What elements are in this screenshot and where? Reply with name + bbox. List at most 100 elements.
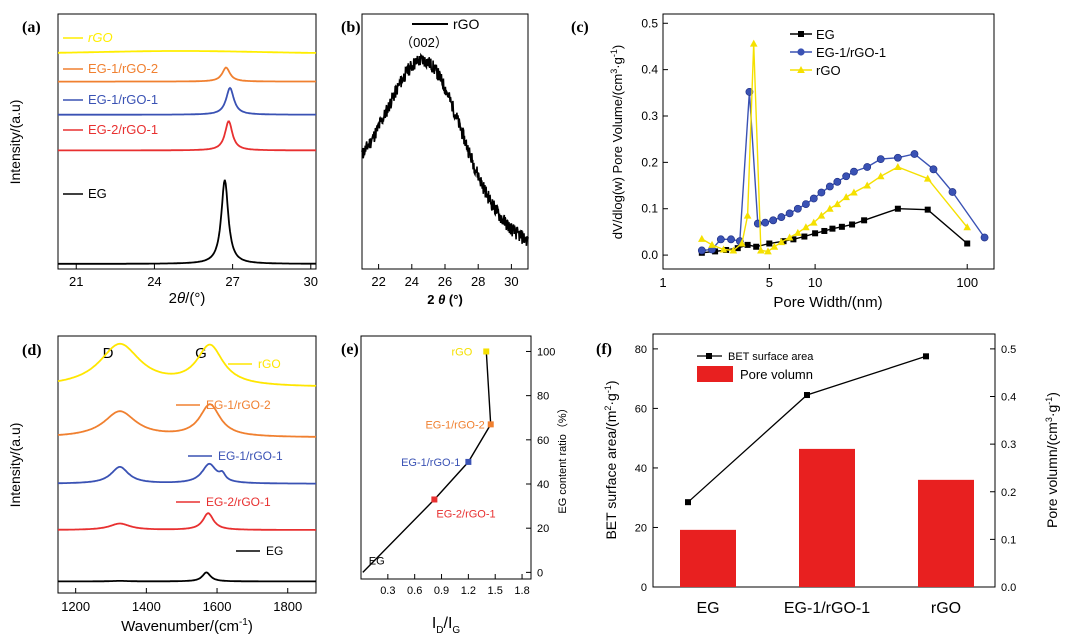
chart-f-ytick-right-label: 0.2 bbox=[1001, 487, 1016, 499]
chart-f-xtick-label: EG bbox=[696, 600, 719, 617]
chart-c-point-rgo bbox=[826, 204, 834, 212]
chart-c-point-rgo bbox=[923, 174, 932, 182]
panel-label-a: (a) bbox=[22, 19, 41, 36]
chart-c-point-rgo bbox=[842, 193, 850, 201]
chart-b-xtick-label: 28 bbox=[471, 274, 485, 289]
chart-f-ytick-right-label: 0.0 bbox=[1001, 582, 1016, 594]
chart-f-bar bbox=[799, 448, 855, 587]
chart-f-legend-line-label: BET surface area bbox=[728, 351, 814, 363]
chart-e-ytick-label: 100 bbox=[537, 346, 555, 358]
panel-label-d: (d) bbox=[22, 342, 42, 359]
chart-d-xtick-label: 1600 bbox=[203, 599, 232, 614]
chart-c-point-eg-1-rgo-1 bbox=[948, 188, 957, 196]
chart-c-legend-label: EG-1/rGO-1 bbox=[816, 45, 886, 60]
chart-d-series-eg-1-rgo-1 bbox=[58, 462, 316, 485]
chart-a-xlabel: 2θ/(°) bbox=[169, 290, 206, 307]
chart-d-xtick-label: 1800 bbox=[273, 599, 302, 614]
chart-c-point-rgo bbox=[770, 242, 779, 250]
chart-a-legend-label: EG-1/rGO-1 bbox=[88, 92, 158, 107]
chart-c-ytick-label: 0.3 bbox=[641, 109, 658, 123]
chart-d-legend-label: EG bbox=[266, 544, 283, 558]
chart-c-point-eg bbox=[964, 240, 971, 247]
chart-a-xtick-label: 30 bbox=[304, 274, 318, 289]
chart-e-xlabel: ID/IG bbox=[432, 615, 461, 636]
chart-c-point-rgo bbox=[698, 234, 706, 242]
chart-a-xtick-label: 21 bbox=[69, 274, 83, 289]
chart-c-point-eg-1-rgo-1 bbox=[817, 188, 826, 197]
chart-f-ytick-left-label: 40 bbox=[635, 463, 647, 475]
chart-e-xtick-label: 1.5 bbox=[488, 585, 503, 597]
chart-c-point-rgo bbox=[719, 245, 728, 253]
chart-a-series-eg-2-rgo-1 bbox=[58, 120, 316, 152]
chart-a: 21 24 27 30 rGO EG-1/rGO-2 EG-1/rGO-1 EG-2/rGO… bbox=[7, 13, 318, 307]
chart-c-point-rgo bbox=[708, 240, 716, 248]
chart-a-legend-label: EG-2/rGO-1 bbox=[88, 122, 158, 137]
chart-c-point-eg-1-rgo-1 bbox=[910, 150, 919, 158]
chart-c-legend-label: rGO bbox=[816, 63, 841, 78]
chart-d-series-eg bbox=[58, 571, 316, 583]
chart-b-annotation: （002） bbox=[400, 35, 448, 50]
chart-b-series-rgo bbox=[361, 52, 529, 246]
chart-c-xtick-label: 10 bbox=[808, 275, 822, 290]
chart-c-point-eg bbox=[838, 223, 845, 230]
chart-c-point-eg-1-rgo-1 bbox=[809, 194, 818, 203]
chart-c-ytick-label: 0.0 bbox=[641, 248, 658, 262]
chart-b-xtick-label: 24 bbox=[405, 274, 419, 289]
chart-c-point-eg-1-rgo-1 bbox=[980, 233, 989, 242]
chart-c-point-eg-1-rgo-1 bbox=[802, 200, 810, 208]
chart-e-xtick-label: 0.6 bbox=[407, 585, 422, 597]
chart-d-legend-label: EG-1/rGO-2 bbox=[206, 398, 271, 412]
chart-c: 1 5 10 100 0.0 0.1 0.2 0.3 0.4 0.5 EG EG-1/rGO-1 rG… bbox=[609, 13, 995, 311]
chart-c-point-eg-1-rgo-1 bbox=[716, 235, 725, 244]
chart-f-ytick-left-label: 60 bbox=[635, 403, 647, 415]
chart-c-xtick-label: 5 bbox=[766, 275, 773, 290]
chart-e-point bbox=[431, 496, 438, 503]
chart-c-point-eg bbox=[849, 221, 856, 228]
chart-c-point-rgo bbox=[802, 223, 810, 231]
chart-b-frame bbox=[361, 13, 529, 270]
chart-e-point-label: EG bbox=[369, 555, 385, 567]
chart-f-xtick-label: EG-1/rGO-1 bbox=[784, 600, 870, 617]
chart-f-ylabel-right: Pore volumn/(cm3·g-1) bbox=[1044, 392, 1060, 528]
chart-a-legend-label: EG bbox=[88, 186, 107, 201]
chart-e-xtick-label: 1.8 bbox=[514, 585, 529, 597]
chart-d-series-eg-2-rgo-1 bbox=[58, 512, 316, 531]
chart-c-point-eg bbox=[821, 227, 828, 234]
chart-f-ytick-right-label: 0.1 bbox=[1001, 534, 1016, 546]
chart-c-xtick-label: 1 bbox=[659, 275, 666, 290]
chart-c-point-rgo bbox=[809, 218, 818, 226]
chart-a-series-eg-1-rgo-1 bbox=[58, 86, 316, 116]
chart-c-point-eg-1-rgo-1 bbox=[893, 153, 902, 162]
chart-f-line-point bbox=[923, 353, 929, 360]
chart-f-ytick-left-label: 0 bbox=[641, 582, 647, 594]
chart-e-ytick-label: 60 bbox=[537, 435, 549, 447]
chart-c-point-rgo bbox=[743, 211, 752, 219]
chart-c-point-eg bbox=[734, 245, 741, 252]
chart-c-point-rgo bbox=[833, 200, 842, 208]
chart-e: 0.3 0.6 0.9 1.2 1.5 1.8 0 20 40 60 80 100 EG EG-2/rG… bbox=[360, 335, 569, 636]
chart-c-point-rgo bbox=[817, 211, 826, 219]
chart-e-point-label: EG-1/rGO-2 bbox=[425, 419, 484, 431]
chart-f-bar bbox=[918, 479, 974, 587]
chart-d-xtick-label: 1200 bbox=[61, 599, 90, 614]
chart-c-point-rgo bbox=[738, 239, 746, 247]
chart-c-point-eg bbox=[829, 225, 836, 232]
chart-d-peak-label-d: D bbox=[103, 345, 114, 362]
chart-d-legend-label: EG-1/rGO-1 bbox=[218, 449, 283, 463]
chart-a-legend-label: rGO bbox=[88, 30, 113, 45]
chart-b-legend-label: rGO bbox=[453, 16, 480, 32]
chart-d-series-eg-1-rgo-2 bbox=[57, 403, 316, 438]
chart-e-point bbox=[487, 421, 494, 428]
chart-c-point-eg bbox=[753, 243, 760, 250]
chart-c-legend-marker bbox=[798, 31, 804, 37]
chart-c-point-eg-1-rgo-1 bbox=[793, 204, 802, 213]
chart-f: 0 20 40 60 80 0.0 0.1 0.2 0.3 0.4 0.5 EG EG-1/rGO-1 r… bbox=[603, 333, 1060, 617]
chart-c-point-eg bbox=[894, 205, 901, 212]
chart-c-point-eg bbox=[790, 236, 797, 243]
chart-c-point-eg-1-rgo-1 bbox=[833, 177, 842, 186]
panel-label-c: (c) bbox=[571, 19, 589, 36]
chart-c-legend-marker bbox=[797, 48, 805, 56]
chart-a-series-eg bbox=[58, 179, 316, 265]
